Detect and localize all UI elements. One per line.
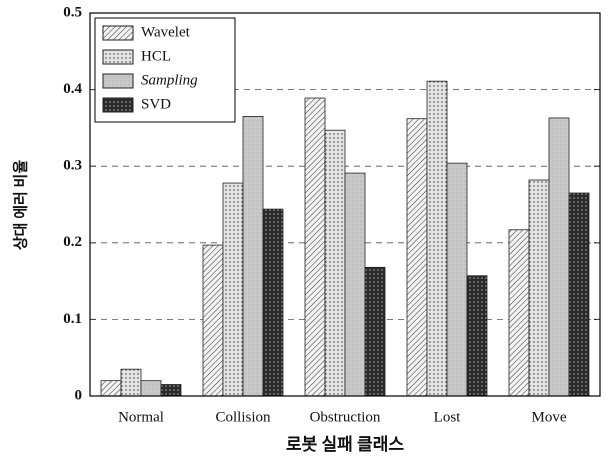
legend-label: SVD <box>141 96 171 112</box>
bar <box>262 208 284 397</box>
bar <box>446 162 468 397</box>
legend-swatch <box>102 25 134 41</box>
bar <box>140 380 162 397</box>
x-tick-label: Move <box>532 409 567 425</box>
y-tick-label: 0 <box>75 387 83 403</box>
bar <box>120 368 142 397</box>
y-tick-label: 0.3 <box>63 158 82 174</box>
y-tick-label: 0.1 <box>63 311 82 327</box>
bar <box>426 80 448 397</box>
bar <box>222 182 244 397</box>
x-tick-label: Obstruction <box>310 409 381 425</box>
y-tick-label: 0.4 <box>63 81 82 97</box>
legend-label: HCL <box>141 48 171 64</box>
bar <box>202 244 224 397</box>
bar <box>508 229 530 397</box>
x-tick-label: Lost <box>434 409 462 425</box>
bar <box>568 192 590 397</box>
legend-swatch <box>102 49 134 65</box>
legend-label: Sampling <box>141 72 198 88</box>
bar <box>160 384 182 397</box>
x-tick-label: Normal <box>118 409 164 425</box>
bar <box>242 116 264 397</box>
legend-label: Wavelet <box>141 24 191 40</box>
y-tick-label: 0.5 <box>63 4 82 20</box>
legend-swatch <box>102 73 134 89</box>
y-axis-label: 상대 에러 비율 <box>12 160 29 251</box>
bar <box>344 172 366 397</box>
plot-frame <box>89 12 601 397</box>
bar <box>548 117 570 397</box>
x-axis-label: 로봇 실패 클래스 <box>286 435 404 454</box>
bar <box>304 97 326 397</box>
bar <box>466 275 488 397</box>
bar <box>406 118 428 397</box>
bar <box>528 179 550 397</box>
y-tick-label: 0.2 <box>63 234 82 250</box>
bar <box>364 266 386 397</box>
legend-swatch <box>102 97 134 113</box>
bar <box>324 129 346 397</box>
bar <box>100 380 122 397</box>
x-tick-label: Collision <box>215 409 271 425</box>
